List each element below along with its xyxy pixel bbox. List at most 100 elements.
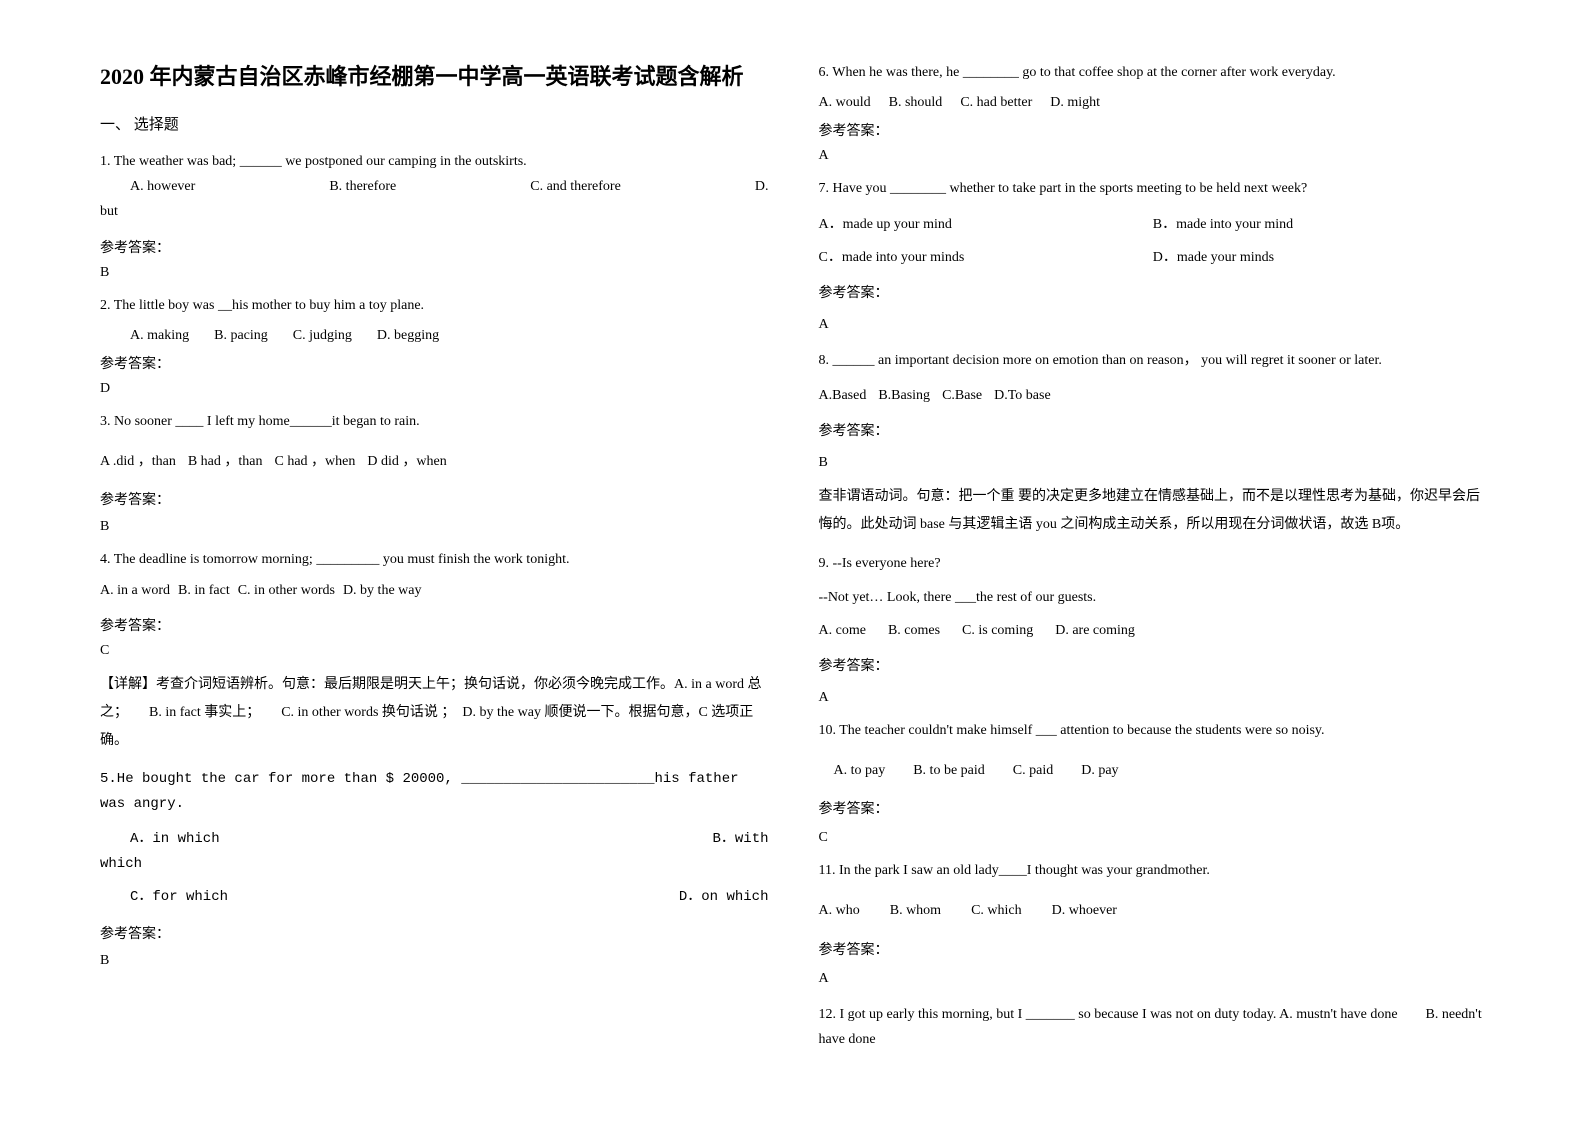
option-d: D. by the way <box>343 578 422 603</box>
question-text: 1. The weather was bad; ______ we postpo… <box>100 149 769 174</box>
answer-value: A <box>819 971 1488 987</box>
option-d: D. might <box>1050 90 1100 115</box>
option-a: A .did ，than <box>100 449 176 474</box>
options-row: A. in a word B. in fact C. in other word… <box>100 578 769 603</box>
options-row: A. to pay B. to be paid C. paid D. pay <box>819 758 1488 783</box>
question-text: 2. The little boy was __his mother to bu… <box>100 293 769 318</box>
question-text: 6. When he was there, he ________ go to … <box>819 60 1488 85</box>
option-a: A. making <box>130 323 189 348</box>
question-text: 3. No sooner ____ I left my home______it… <box>100 409 769 434</box>
option-a: A．made up your mind <box>819 212 1153 237</box>
option-a: A. would <box>819 90 871 115</box>
option-d: D.To base <box>994 383 1051 408</box>
question-text: 12. I got up early this morning, but I _… <box>819 1002 1488 1052</box>
option-d: D．on which <box>679 885 769 910</box>
option-b: B. therefore <box>329 174 396 199</box>
answer-value: C <box>819 830 1488 846</box>
option-b: B. comes <box>888 618 940 643</box>
option-c: C．for which <box>130 885 228 910</box>
answer-label: 参考答案： <box>100 237 769 257</box>
question-text: 4. The deadline is tomorrow morning; ___… <box>100 547 769 572</box>
option-b-prefix: B．with <box>712 827 768 852</box>
answer-value: C <box>100 643 769 659</box>
option-d-cont: but <box>100 199 769 224</box>
question-1: 1. The weather was bad; ______ we postpo… <box>100 149 769 225</box>
answer-label: 参考答案： <box>819 120 1488 140</box>
option-b: B. should <box>889 90 943 115</box>
question-text: 7. Have you ________ whether to take par… <box>819 176 1488 201</box>
section-header: 一、 选择题 <box>100 113 769 134</box>
question-7: 7. Have you ________ whether to take par… <box>819 176 1488 270</box>
option-a: A.Based <box>819 383 867 408</box>
answer-label: 参考答案： <box>100 923 769 943</box>
answer-label: 参考答案： <box>819 655 1488 675</box>
explanation: 查非谓语动词。句意：把一个重 要的决定更多地建立在情感基础上，而不是以理性思考为… <box>819 483 1488 539</box>
answer-value: B <box>100 519 769 535</box>
option-b: B. whom <box>890 898 941 923</box>
question-9: 9. --Is everyone here? --Not yet… Look, … <box>819 551 1488 643</box>
option-a: A．in which <box>130 827 220 852</box>
right-column: 6. When he was there, he ________ go to … <box>819 60 1488 1064</box>
answer-label: 参考答案： <box>819 420 1488 440</box>
options-row: C．for which D．on which <box>100 885 769 910</box>
option-c: C．made into your minds <box>819 245 1153 270</box>
answer-value: B <box>100 265 769 281</box>
option-d-prefix: D. <box>755 174 769 199</box>
answer-label: 参考答案： <box>819 939 1488 959</box>
options-row: A.Based B.Basing C.Base D.To base <box>819 383 1488 408</box>
option-a: A. come <box>819 618 866 643</box>
question-3: 3. No sooner ____ I left my home______it… <box>100 409 769 474</box>
option-b: B．made into your mind <box>1153 212 1487 237</box>
option-c: C. is coming <box>962 618 1033 643</box>
answer-value: A <box>819 148 1488 164</box>
options-row: A. making B. pacing C. judging D. beggin… <box>100 323 769 348</box>
option-d: D. are coming <box>1055 618 1135 643</box>
option-d: D. begging <box>377 323 439 348</box>
question-5: 5.He bought the car for more than $ 2000… <box>100 767 769 911</box>
question-6: 6. When he was there, he ________ go to … <box>819 60 1488 115</box>
document-title: 2020 年内蒙古自治区赤峰市经棚第一中学高一英语联考试题含解析 <box>100 60 769 93</box>
explanation: 【详解】考查介词短语辨析。句意：最后期限是明天上午；换句话说，你必须今晚完成工作… <box>100 671 769 755</box>
question-text: 5.He bought the car for more than $ 2000… <box>100 767 769 817</box>
question-text-2: --Not yet… Look, there ___the rest of ou… <box>819 585 1488 610</box>
answer-value: A <box>819 690 1488 706</box>
option-d: D. whoever <box>1052 898 1117 923</box>
question-text-1: 9. --Is everyone here? <box>819 551 1488 576</box>
option-c: C had ，when <box>275 449 356 474</box>
option-b: B. pacing <box>214 323 268 348</box>
options-row: A．made up your mind B．made into your min… <box>819 212 1488 237</box>
answer-value: B <box>819 455 1488 471</box>
option-c: C. had better <box>960 90 1032 115</box>
option-b: B. to be paid <box>913 758 985 783</box>
options-row: A. who B. whom C. which D. whoever <box>819 898 1488 923</box>
question-4: 4. The deadline is tomorrow morning; ___… <box>100 547 769 602</box>
answer-label: 参考答案： <box>819 798 1488 818</box>
option-c: C. in other words <box>238 578 335 603</box>
question-10: 10. The teacher couldn't make himself __… <box>819 718 1488 783</box>
option-c: C. judging <box>293 323 352 348</box>
option-a: A. to pay <box>834 758 886 783</box>
option-c: C.Base <box>942 383 982 408</box>
option-d: D did ，when <box>367 449 446 474</box>
options-row: C．made into your minds D．made your minds <box>819 245 1488 270</box>
option-a: A. who <box>819 898 860 923</box>
question-text: 10. The teacher couldn't make himself __… <box>819 718 1488 743</box>
option-c: C. which <box>971 898 1022 923</box>
option-b: B. in fact <box>178 578 230 603</box>
options-row: A. come B. comes C. is coming D. are com… <box>819 618 1488 643</box>
options-row: A. would B. should C. had better D. migh… <box>819 90 1488 115</box>
options-row: A．in which B．with <box>100 827 769 852</box>
question-8: 8. ______ an important decision more on … <box>819 348 1488 408</box>
question-2: 2. The little boy was __his mother to bu… <box>100 293 769 348</box>
option-b: B had ，than <box>188 449 263 474</box>
option-b-cont: which <box>100 852 769 877</box>
option-a: A. however <box>100 174 195 199</box>
answer-label: 参考答案： <box>819 282 1488 302</box>
answer-label: 参考答案： <box>100 489 769 509</box>
answer-label: 参考答案： <box>100 615 769 635</box>
left-column: 2020 年内蒙古自治区赤峰市经棚第一中学高一英语联考试题含解析 一、 选择题 … <box>100 60 769 1064</box>
option-c: C. paid <box>1013 758 1053 783</box>
question-text: 8. ______ an important decision more on … <box>819 348 1488 373</box>
option-d: D．made your minds <box>1153 245 1487 270</box>
question-12: 12. I got up early this morning, but I _… <box>819 1002 1488 1052</box>
